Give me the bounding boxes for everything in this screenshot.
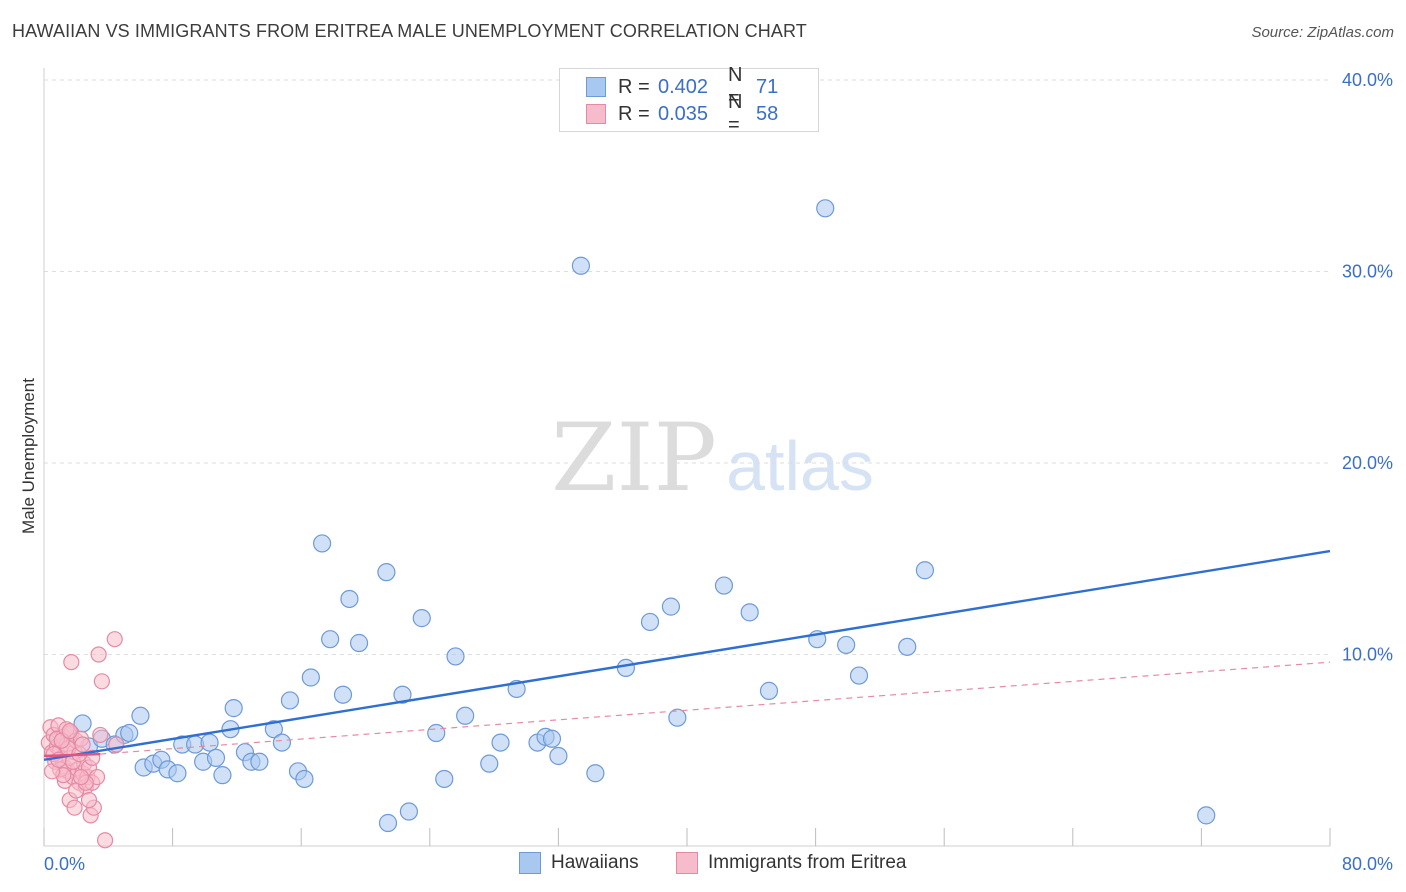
data-point — [63, 654, 80, 671]
data-point — [224, 699, 243, 718]
y-tick-label: 30.0% — [1342, 262, 1393, 282]
trend-line — [43, 752, 101, 758]
y-tick-label: 20.0% — [1342, 453, 1393, 473]
legend-r-value: 0.402 — [658, 75, 709, 98]
data-point — [168, 764, 187, 783]
trend-lines — [43, 549, 1331, 762]
data-point — [378, 813, 398, 833]
series-hawaiians-points — [49, 199, 1216, 833]
data-point — [1197, 806, 1216, 825]
data-point — [456, 706, 475, 725]
data-point — [542, 729, 562, 748]
data-point — [250, 752, 269, 771]
data-point — [837, 635, 856, 655]
legend-label-eritrea: Immigrants from Eritrea — [708, 852, 907, 873]
legend-row-eritrea: R = 0.035 N = 58 — [560, 91, 779, 136]
data-point — [849, 666, 869, 685]
data-point — [740, 603, 759, 622]
series-eritrea-points — [40, 631, 125, 849]
data-point — [200, 733, 219, 752]
legend-item-hawaiians[interactable]: Hawaiians — [519, 852, 639, 874]
data-point — [61, 722, 78, 740]
source-credit: Source: ZipAtlas.com — [1251, 24, 1394, 41]
trend-line-extension — [100, 661, 1331, 755]
data-point — [93, 673, 110, 690]
y-tick-label: 10.0% — [1342, 645, 1393, 665]
data-point — [131, 706, 150, 725]
data-point — [427, 723, 446, 743]
data-point — [80, 791, 98, 809]
data-point — [571, 256, 591, 275]
legend-swatch-eritrea — [586, 104, 606, 124]
data-point — [661, 597, 681, 616]
data-point — [312, 534, 332, 553]
data-point — [898, 637, 917, 656]
data-point — [90, 646, 107, 663]
legend-row-hawaiians: R = 0.402 N = 71 — [560, 64, 779, 109]
data-point — [377, 563, 396, 582]
data-point — [340, 589, 359, 609]
axes — [43, 68, 1331, 847]
legend-n-label: N = — [728, 91, 743, 136]
data-point — [120, 723, 139, 743]
legend-label-hawaiians: Hawaiians — [551, 852, 639, 873]
tick-labels: 10.0% 20.0% 30.0% 40.0% 0.0% 80.0% — [44, 70, 1393, 874]
data-point — [321, 630, 340, 649]
trend-line — [43, 549, 1331, 762]
y-tick-label: 40.0% — [1342, 70, 1393, 90]
legend-n-value: 58 — [756, 102, 779, 125]
data-point — [435, 769, 454, 789]
data-point — [96, 832, 114, 849]
x-tick-label-max: 80.0% — [1342, 854, 1393, 874]
x-tick-label-min: 0.0% — [44, 854, 85, 874]
legend-swatch-hawaiians — [586, 77, 606, 97]
series-legend: Hawaiians Immigrants from Eritrea — [0, 850, 1406, 878]
legend-n-value: 71 — [756, 75, 779, 98]
data-point — [333, 685, 353, 704]
data-point — [349, 633, 369, 653]
data-point — [106, 631, 123, 648]
data-point — [66, 799, 83, 816]
data-point — [213, 766, 232, 785]
data-point — [480, 754, 499, 773]
data-point — [714, 576, 734, 595]
data-point — [280, 691, 300, 710]
data-point — [72, 768, 90, 786]
data-point — [74, 736, 91, 753]
watermark-atlas: atlas — [726, 427, 874, 505]
data-point — [393, 685, 412, 704]
legend-swatch-eritrea — [676, 852, 698, 874]
data-point — [816, 199, 835, 218]
legend-r-value: 0.035 — [658, 102, 709, 125]
data-point — [915, 561, 935, 580]
gridlines — [44, 79, 1330, 655]
data-point — [399, 802, 419, 821]
data-point — [640, 612, 660, 632]
data-point — [272, 733, 292, 752]
watermark-zip: ZIP — [551, 404, 717, 513]
data-point — [301, 668, 320, 687]
legend-item-eritrea[interactable]: Immigrants from Eritrea — [676, 852, 906, 874]
data-point — [264, 720, 283, 739]
data-point — [549, 746, 568, 766]
data-point — [668, 708, 687, 727]
data-point — [586, 764, 605, 783]
correlation-legend: R = 0.402 N = 71 R = 0.035 N = 58 — [559, 64, 819, 136]
legend-n-label: N = — [728, 64, 743, 109]
legend-r-label: R = — [618, 75, 650, 98]
chart-title: HAWAIIAN VS IMMIGRANTS FROM ERITREA MALE… — [12, 21, 807, 41]
data-point — [491, 733, 510, 752]
legend-swatch-hawaiians — [519, 852, 541, 874]
data-point — [446, 647, 465, 666]
data-point — [616, 658, 636, 678]
data-point — [206, 748, 226, 768]
data-point — [759, 681, 779, 700]
data-point — [92, 726, 109, 744]
data-point — [295, 769, 314, 789]
legend-r-label: R = — [618, 102, 650, 125]
data-point — [412, 609, 431, 628]
y-axis-label: Male Unemployment — [19, 378, 38, 534]
watermark: ZIP atlas — [551, 404, 874, 513]
